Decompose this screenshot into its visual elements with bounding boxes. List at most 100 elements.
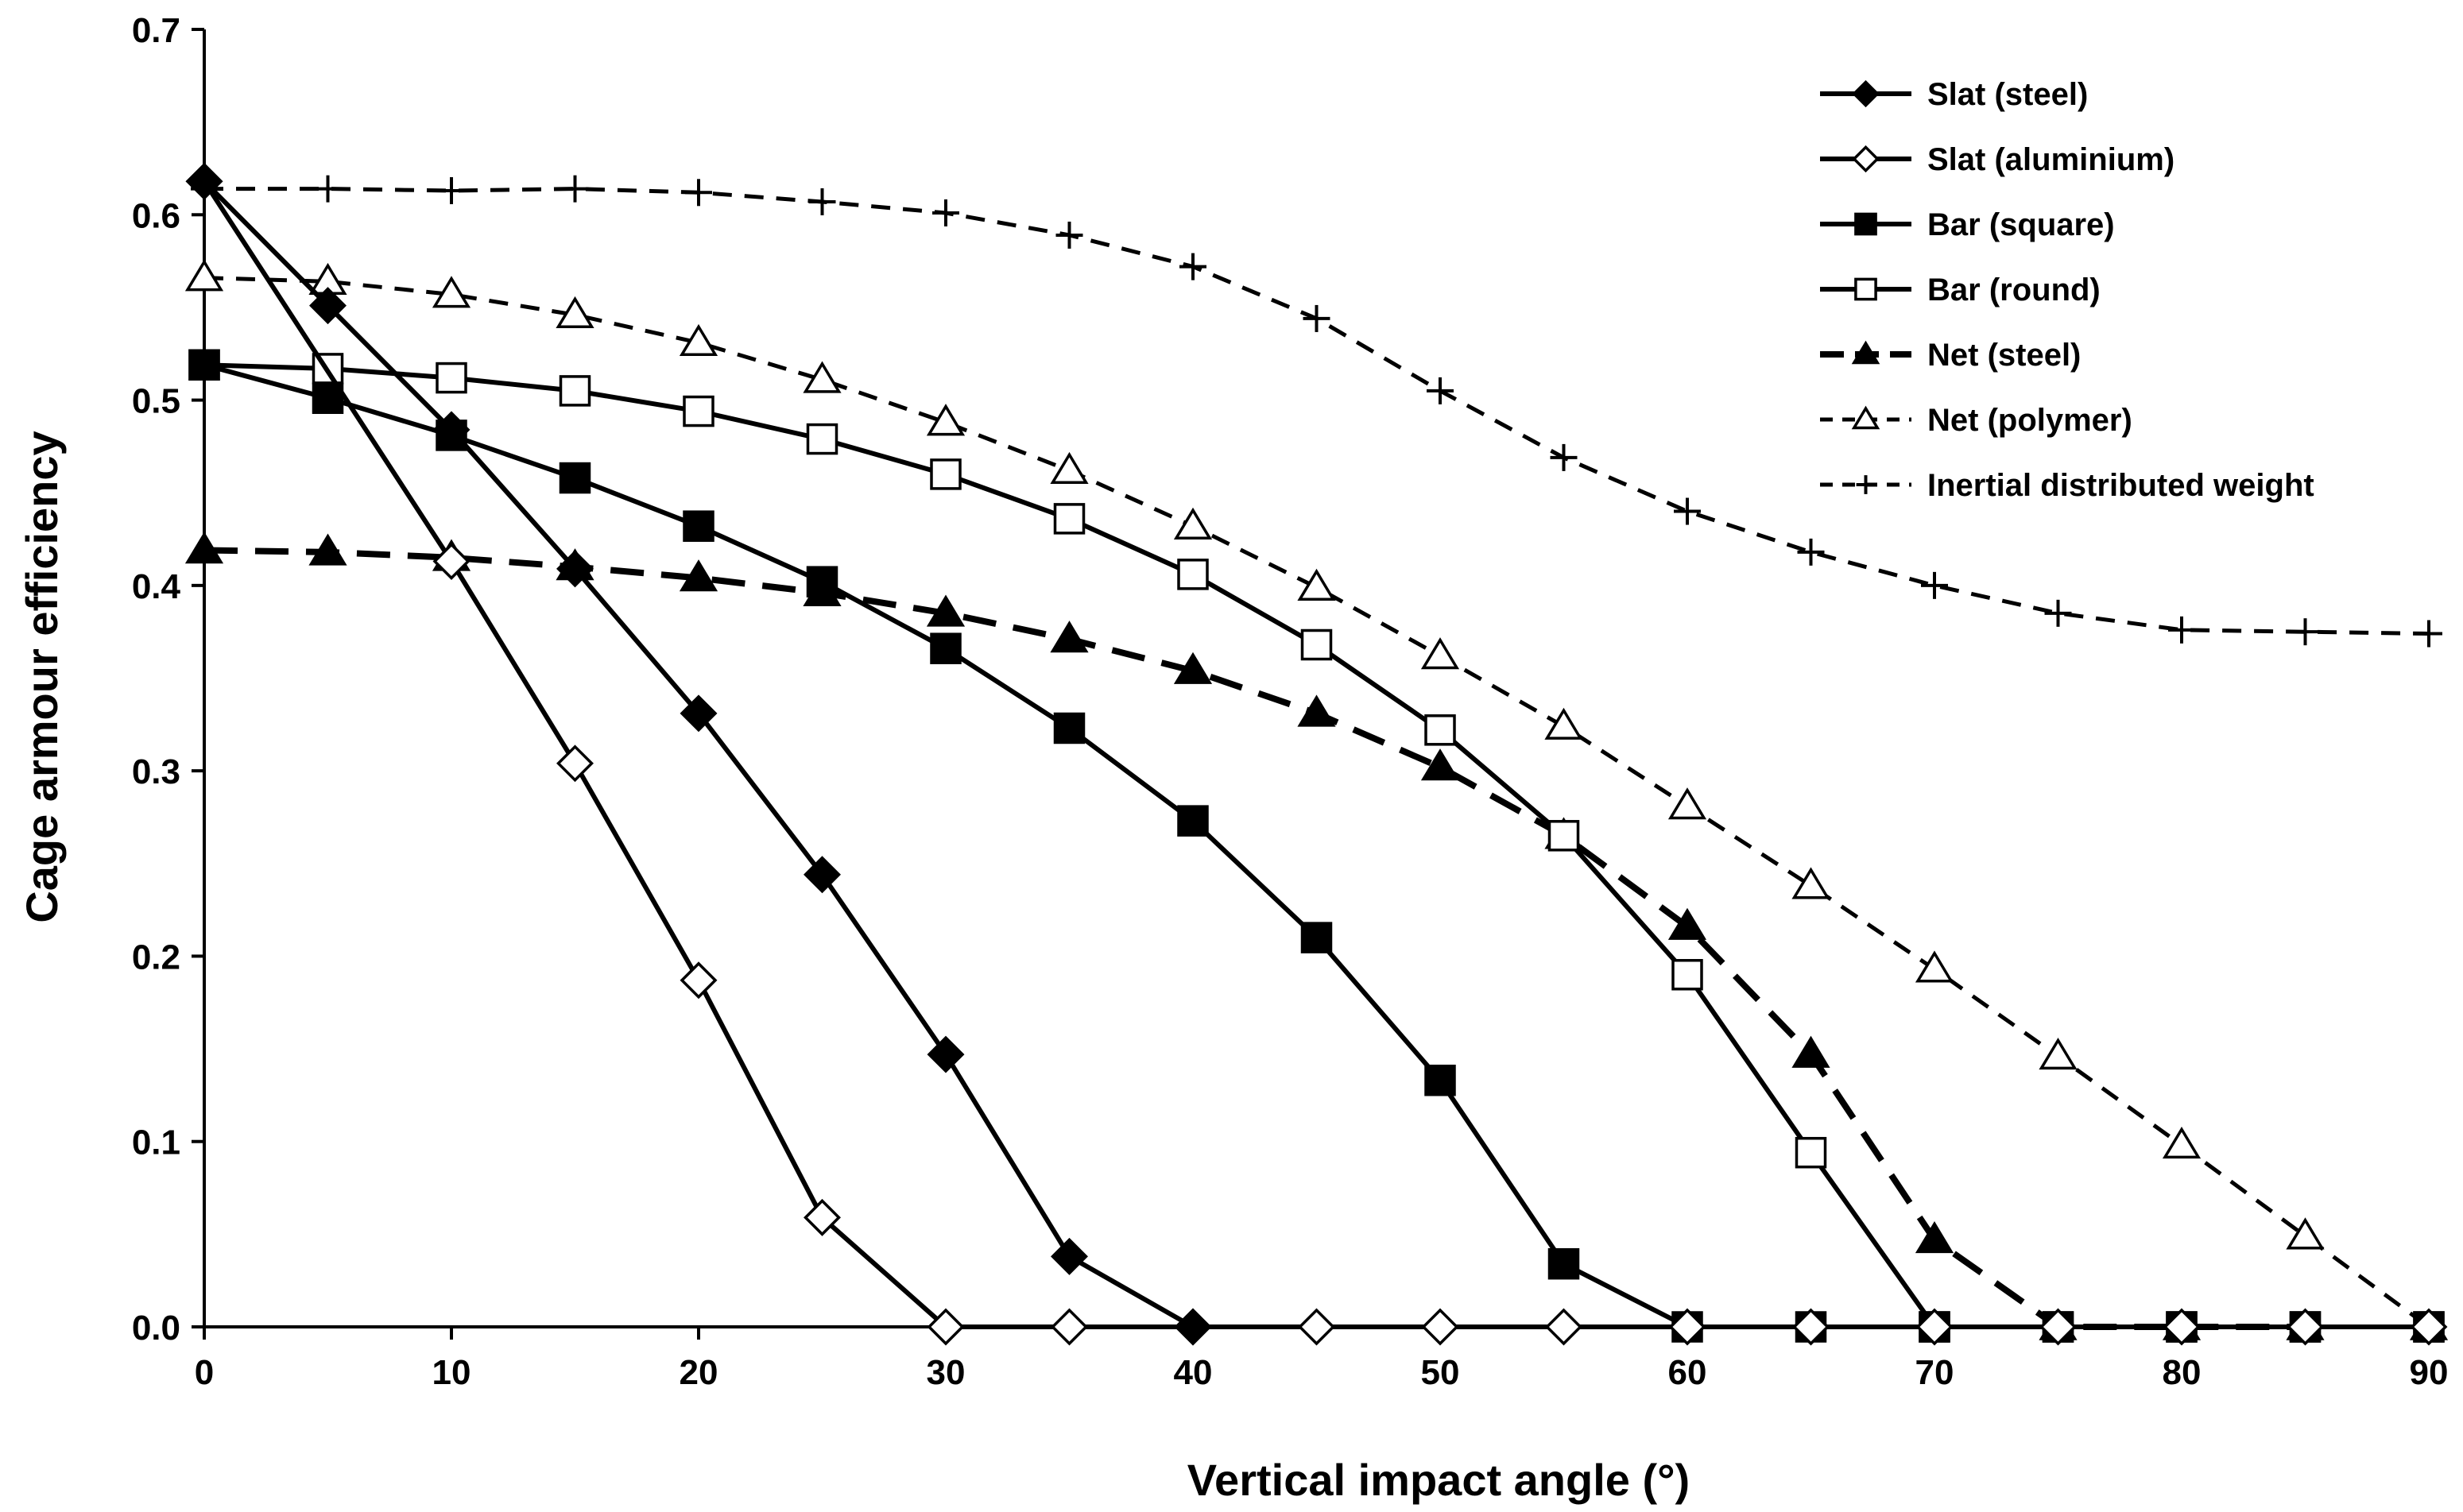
data-point [1300,628,1333,661]
data-point [1547,1247,1580,1280]
data-point [1856,475,1876,494]
data-point [683,395,715,427]
data-point [930,458,962,490]
data-point [188,349,220,381]
data-point [1852,79,1880,108]
data-point [556,744,594,783]
data-point [1792,1308,1830,1346]
data-point [1791,867,1830,899]
series-line [203,547,2306,1330]
y-tick-label: 0.7 [132,11,180,50]
legend-label: Net (steel) [1927,338,2081,373]
data-point [1915,1220,1954,1254]
data-point [1854,212,1877,236]
data-point [683,510,715,542]
data-point [1051,1308,1088,1346]
data-point [679,323,718,357]
data-point [1851,340,1880,365]
data-point [2410,1308,2448,1346]
data-point [2286,1217,2325,1250]
data-point [559,462,591,494]
series-layer [184,162,2449,1346]
data-point [1795,1136,1827,1169]
data-point [2039,1308,2077,1346]
data-point [438,176,465,204]
data-point [927,1308,965,1346]
data-point [1667,787,1707,820]
data-point [1421,1308,1459,1346]
data-point [1051,1237,1088,1275]
legend-item: Net (steel) [1820,338,2081,373]
data-point [1177,559,1209,590]
data-point [556,550,594,588]
data-point [1420,748,1460,781]
x-tick-label: 70 [1915,1353,1954,1392]
data-point [930,632,962,664]
data-point [685,179,712,207]
data-point [1420,637,1460,670]
data-point [1852,145,1880,173]
y-tick-label: 0.5 [132,382,180,421]
data-point [806,423,838,455]
series-inertial-distributed-weight [191,175,2442,648]
data-point [314,175,342,203]
data-point [679,559,718,592]
data-point [2415,620,2442,648]
data-point [1667,907,1707,940]
data-point [1297,568,1336,601]
legend-item: Bar (square) [1820,207,2115,242]
data-point [1674,497,1701,525]
data-point [436,362,467,394]
legend-label: Slat (steel) [1927,77,2088,112]
data-point [1921,571,1948,599]
data-point [1179,253,1206,280]
data-point [1173,652,1213,684]
data-point [1053,503,1086,535]
data-point [932,199,959,226]
y-tick-label: 0.2 [132,938,180,976]
y-axis-title: Cage armour efficiency [17,431,67,922]
data-point [1424,714,1456,746]
data-point [432,411,471,449]
data-point [185,162,223,200]
data-point [561,175,589,203]
data-point [2168,616,2195,644]
legend-item: Inertial distributed weight [1820,468,2314,503]
data-point [1791,1035,1830,1068]
x-tick-label: 10 [432,1353,471,1392]
x-tick-label: 60 [1668,1353,1707,1392]
data-point [432,543,471,581]
data-point [309,287,347,325]
legend-item: Slat (steel) [1820,77,2088,112]
data-point [1797,538,1825,566]
data-point [1854,277,1877,301]
legend-item: Slat (aluminium) [1820,142,2174,177]
data-point [680,694,718,733]
data-point [1547,820,1580,852]
data-point [808,188,836,215]
data-point [2163,1308,2201,1346]
y-tick-label: 0.0 [132,1309,180,1348]
data-point [1050,621,1089,653]
data-point [184,532,224,564]
data-point [927,1035,965,1073]
data-point [926,404,966,436]
data-point [1424,1064,1456,1096]
data-point [308,533,347,566]
x-axis-title: Vertical impact angle (°) [1187,1455,1690,1505]
data-point [184,259,224,292]
data-point [1053,712,1086,744]
data-point [1544,707,1583,740]
data-point [926,594,966,627]
y-tick-label: 0.6 [132,196,180,235]
legend: Slat (steel) Slat (aluminium) Bar (square)… [1820,77,2314,503]
y-tick-label: 0.4 [132,567,181,606]
data-point [2287,1308,2324,1346]
data-point [1668,1308,1706,1346]
x-tick-label: 90 [2410,1353,2449,1392]
data-point [1915,1308,1954,1346]
x-tick-label: 30 [927,1353,966,1392]
legend-label: Inertial distributed weight [1927,468,2314,503]
